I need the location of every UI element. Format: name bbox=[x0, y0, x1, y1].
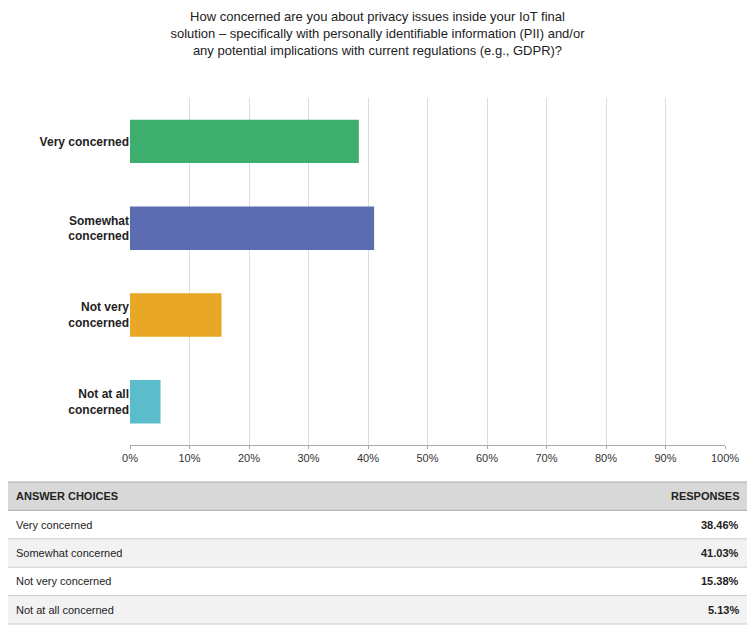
svg-text:15.38%: 15.38% bbox=[701, 575, 739, 587]
svg-text:Not veryconcerned: Not veryconcerned bbox=[68, 300, 129, 330]
svg-text:40%: 40% bbox=[357, 452, 379, 464]
svg-text:Not at allconcerned: Not at allconcerned bbox=[68, 387, 129, 417]
svg-text:90%: 90% bbox=[654, 452, 676, 464]
svg-text:ANSWER CHOICES: ANSWER CHOICES bbox=[16, 490, 118, 502]
svg-text:RESPONSES: RESPONSES bbox=[671, 490, 739, 502]
svg-text:Very concerned: Very concerned bbox=[16, 519, 92, 531]
svg-text:How concerned are you about pr: How concerned are you about privacy issu… bbox=[170, 9, 585, 58]
svg-text:Somewhat concerned: Somewhat concerned bbox=[16, 547, 122, 559]
svg-text:5.13%: 5.13% bbox=[708, 604, 739, 616]
svg-text:38.46%: 38.46% bbox=[701, 519, 739, 531]
svg-text:70%: 70% bbox=[535, 452, 557, 464]
svg-text:60%: 60% bbox=[476, 452, 498, 464]
svg-text:0%: 0% bbox=[122, 452, 138, 464]
svg-text:Not very concerned: Not very concerned bbox=[16, 575, 111, 587]
svg-text:Somewhatconcerned: Somewhatconcerned bbox=[68, 214, 129, 244]
svg-text:20%: 20% bbox=[238, 452, 260, 464]
svg-text:80%: 80% bbox=[595, 452, 617, 464]
svg-text:Not at all concerned: Not at all concerned bbox=[16, 604, 114, 616]
svg-text:100%: 100% bbox=[711, 452, 739, 464]
svg-text:Very concerned: Very concerned bbox=[40, 135, 129, 149]
svg-text:41.03%: 41.03% bbox=[701, 547, 739, 559]
svg-text:30%: 30% bbox=[297, 452, 319, 464]
svg-text:10%: 10% bbox=[178, 452, 200, 464]
svg-text:50%: 50% bbox=[416, 452, 438, 464]
